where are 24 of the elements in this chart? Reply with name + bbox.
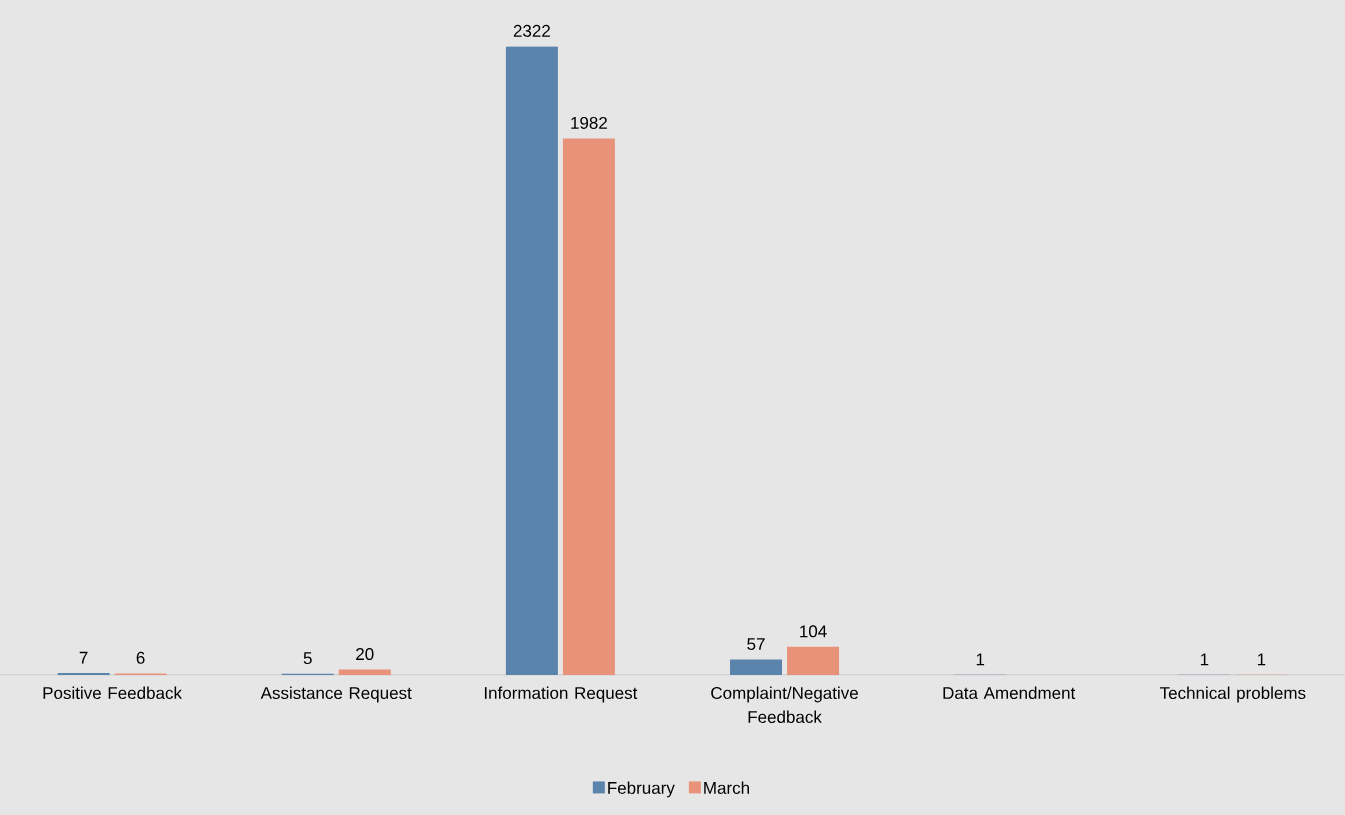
legend-label: February [608,781,675,798]
x-tick-label: Positive Feedback [43,686,183,700]
data-label: 5 [303,652,312,665]
legend-label: March [704,781,749,794]
bar [730,659,783,675]
data-label: 1982 [571,116,607,129]
data-label: 104 [800,625,827,638]
data-label: 1 [976,653,985,666]
bar [787,646,840,675]
data-label: 7 [79,651,88,664]
x-tick-label: Technical problems [1159,686,1306,703]
data-label: 1 [1257,653,1266,666]
x-tick-label: Complaint/Negative Feedback [711,686,858,724]
data-label: 20 [356,648,374,661]
x-tick-label: Assistance Request [260,686,412,703]
x-tick-label: Information Request [484,686,638,703]
bar [338,669,391,675]
data-label: 1 [1200,653,1209,666]
x-tick-label: Data Amendment [943,686,1076,700]
data-label: 57 [747,638,765,651]
data-label: 6 [136,651,145,664]
bar [562,138,615,675]
data-label: 2322 [513,24,550,37]
bar [505,46,558,675]
